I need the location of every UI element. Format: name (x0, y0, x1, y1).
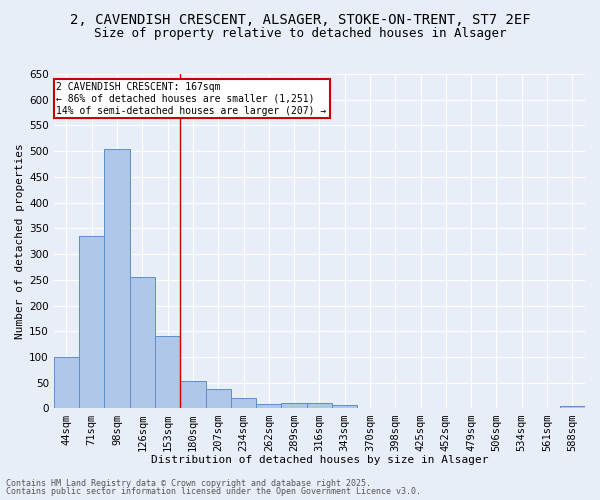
Bar (104, 148, 130, 408)
Text: Contains HM Land Registry data © Crown copyright and database right 2025.: Contains HM Land Registry data © Crown c… (6, 478, 371, 488)
Text: Contains public sector information licensed under the Open Government Licence v3: Contains public sector information licen… (6, 487, 421, 496)
Bar (79, 236, 104, 408)
Bar (332, 406, 358, 408)
Bar (256, 404, 281, 408)
Bar (307, 404, 332, 408)
Text: 2 CAVENDISH CRESCENT: 167sqm
← 86% of detached houses are smaller (1,251)
14% of: 2 CAVENDISH CRESCENT: 167sqm ← 86% of de… (56, 82, 326, 116)
Bar (231, 398, 256, 408)
Bar (560, 406, 585, 408)
X-axis label: Distribution of detached houses by size in Alsager: Distribution of detached houses by size … (151, 455, 488, 465)
Bar (206, 390, 231, 408)
Bar (155, 336, 180, 408)
Text: 2, CAVENDISH CRESCENT, ALSAGER, STOKE-ON-TRENT, ST7 2EF: 2, CAVENDISH CRESCENT, ALSAGER, STOKE-ON… (70, 12, 530, 26)
Text: Size of property relative to detached houses in Alsager: Size of property relative to detached ho… (94, 28, 506, 40)
Bar (54, 357, 79, 408)
Y-axis label: Number of detached properties: Number of detached properties (15, 144, 25, 339)
Bar (281, 404, 307, 408)
Bar (130, 278, 155, 408)
Bar (180, 381, 206, 408)
